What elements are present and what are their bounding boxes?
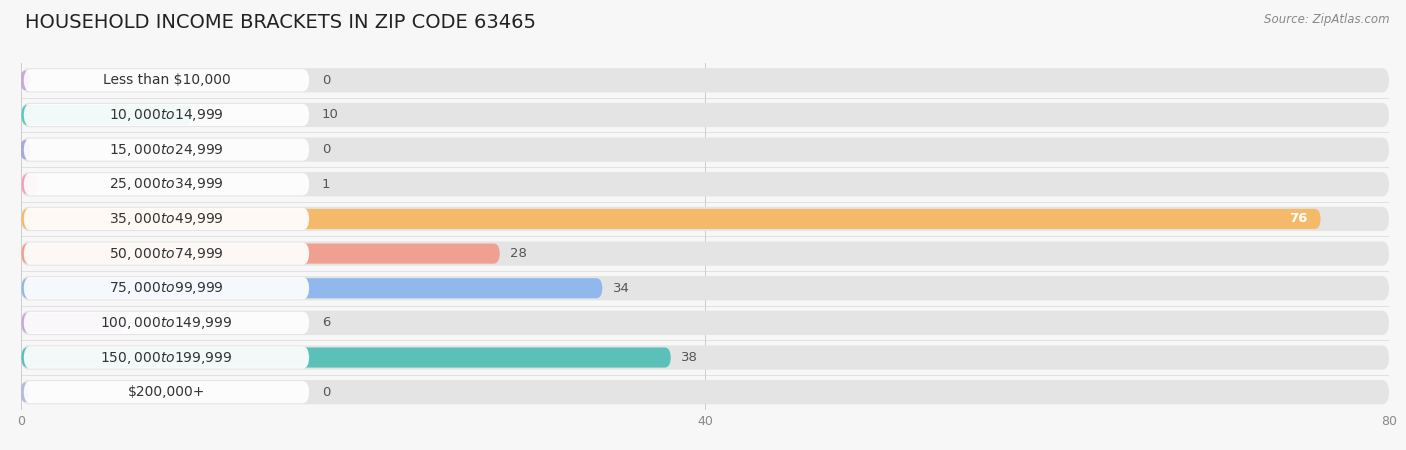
Text: $10,000 to $14,999: $10,000 to $14,999 <box>110 107 224 123</box>
Circle shape <box>21 71 30 90</box>
Text: $50,000 to $74,999: $50,000 to $74,999 <box>110 246 224 261</box>
FancyBboxPatch shape <box>21 276 1389 300</box>
Circle shape <box>21 140 30 159</box>
FancyBboxPatch shape <box>21 243 501 264</box>
Text: 6: 6 <box>322 316 330 329</box>
Text: 10: 10 <box>322 108 339 122</box>
FancyBboxPatch shape <box>24 208 309 230</box>
FancyBboxPatch shape <box>21 311 1389 335</box>
FancyBboxPatch shape <box>24 277 309 299</box>
FancyBboxPatch shape <box>21 346 1389 369</box>
FancyBboxPatch shape <box>21 207 1389 231</box>
FancyBboxPatch shape <box>21 174 38 194</box>
FancyBboxPatch shape <box>21 103 1389 127</box>
FancyBboxPatch shape <box>21 209 1320 229</box>
FancyBboxPatch shape <box>24 381 309 403</box>
FancyBboxPatch shape <box>24 312 309 334</box>
FancyBboxPatch shape <box>21 242 1389 266</box>
Text: 76: 76 <box>1289 212 1308 225</box>
FancyBboxPatch shape <box>21 380 1389 404</box>
Text: 38: 38 <box>681 351 697 364</box>
FancyBboxPatch shape <box>24 346 309 369</box>
Text: $25,000 to $34,999: $25,000 to $34,999 <box>110 176 224 192</box>
Text: $100,000 to $149,999: $100,000 to $149,999 <box>100 315 232 331</box>
Text: $15,000 to $24,999: $15,000 to $24,999 <box>110 142 224 158</box>
Text: HOUSEHOLD INCOME BRACKETS IN ZIP CODE 63465: HOUSEHOLD INCOME BRACKETS IN ZIP CODE 63… <box>25 14 536 32</box>
Text: 28: 28 <box>510 247 527 260</box>
Circle shape <box>21 383 30 401</box>
Text: $75,000 to $99,999: $75,000 to $99,999 <box>110 280 224 296</box>
FancyBboxPatch shape <box>21 347 671 368</box>
FancyBboxPatch shape <box>24 69 309 91</box>
Text: Less than $10,000: Less than $10,000 <box>103 73 231 87</box>
Text: 0: 0 <box>322 74 330 87</box>
Text: $35,000 to $49,999: $35,000 to $49,999 <box>110 211 224 227</box>
Text: $200,000+: $200,000+ <box>128 385 205 399</box>
FancyBboxPatch shape <box>21 68 1389 92</box>
Text: 1: 1 <box>322 178 330 191</box>
Text: $150,000 to $199,999: $150,000 to $199,999 <box>100 350 232 365</box>
FancyBboxPatch shape <box>21 172 1389 196</box>
FancyBboxPatch shape <box>24 173 309 195</box>
FancyBboxPatch shape <box>21 138 1389 162</box>
Text: 0: 0 <box>322 143 330 156</box>
FancyBboxPatch shape <box>21 105 193 125</box>
Text: Source: ZipAtlas.com: Source: ZipAtlas.com <box>1264 14 1389 27</box>
FancyBboxPatch shape <box>24 104 309 126</box>
Text: 0: 0 <box>322 386 330 399</box>
FancyBboxPatch shape <box>24 139 309 161</box>
FancyBboxPatch shape <box>21 278 603 298</box>
FancyBboxPatch shape <box>24 243 309 265</box>
FancyBboxPatch shape <box>21 313 124 333</box>
Text: 34: 34 <box>613 282 630 295</box>
